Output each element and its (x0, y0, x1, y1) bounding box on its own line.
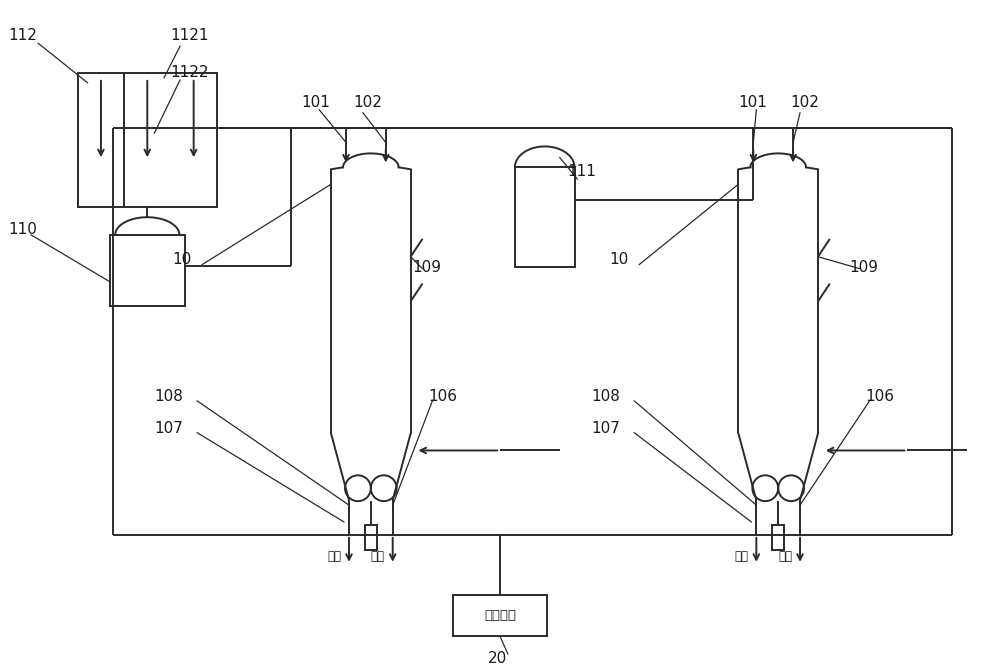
Text: 102: 102 (790, 95, 819, 109)
Text: 111: 111 (568, 164, 596, 179)
Text: 出料: 出料 (734, 550, 748, 563)
Text: 101: 101 (738, 95, 767, 109)
Text: 107: 107 (154, 421, 183, 436)
Text: 出料: 出料 (371, 550, 385, 563)
Text: 106: 106 (428, 389, 457, 404)
Bar (515, 167, 575, 267)
Text: 109: 109 (850, 259, 879, 275)
Text: 10: 10 (172, 251, 191, 267)
Text: 110: 110 (8, 222, 37, 237)
Bar (772, 525, 784, 550)
Text: 1122: 1122 (170, 65, 209, 80)
Text: 102: 102 (353, 95, 382, 109)
Text: 10: 10 (609, 251, 629, 267)
Text: 108: 108 (154, 389, 183, 404)
Text: 106: 106 (866, 389, 895, 404)
Text: 108: 108 (591, 389, 620, 404)
Text: 109: 109 (413, 259, 442, 275)
Bar (365, 525, 377, 550)
Text: 出料: 出料 (327, 550, 341, 563)
Text: 20: 20 (488, 651, 507, 666)
Text: 101: 101 (301, 95, 330, 109)
Text: 1121: 1121 (170, 28, 209, 43)
Text: 112: 112 (8, 28, 37, 43)
Bar (453, 594, 547, 636)
Bar (110, 235, 185, 306)
Text: 控制系统: 控制系统 (484, 609, 516, 622)
Text: 107: 107 (591, 421, 620, 436)
Bar (78, 73, 217, 207)
Text: 出料: 出料 (778, 550, 792, 563)
